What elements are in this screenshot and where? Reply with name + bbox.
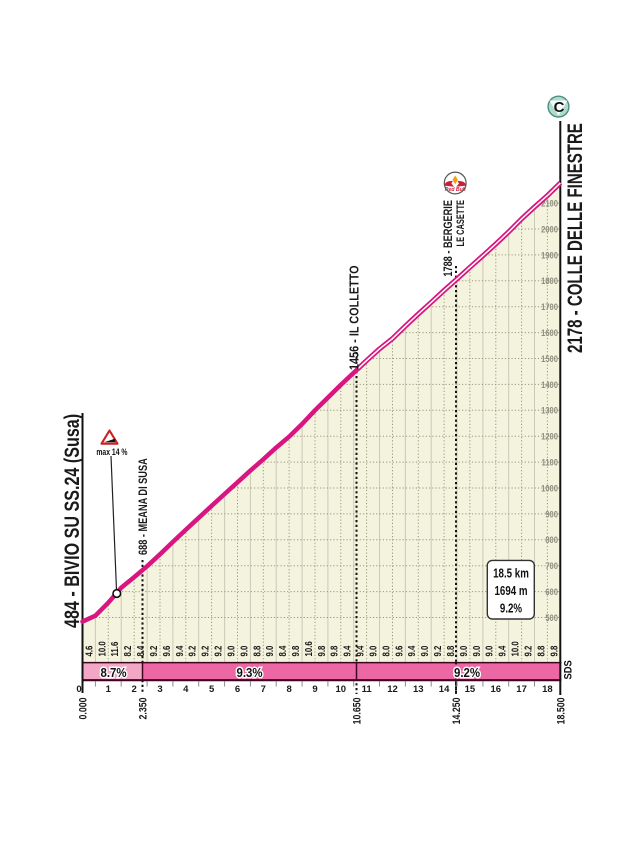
svg-text:9.0: 9.0 (238, 646, 249, 657)
svg-text:8.8: 8.8 (251, 646, 262, 657)
svg-text:1694 m: 1694 m (494, 585, 527, 598)
svg-text:8.2: 8.2 (122, 646, 133, 657)
svg-text:8.8: 8.8 (445, 646, 456, 657)
svg-text:10.0: 10.0 (510, 641, 521, 656)
svg-text:17: 17 (516, 684, 527, 695)
svg-text:9.0: 9.0 (471, 646, 482, 657)
svg-text:9.8: 9.8 (316, 646, 327, 657)
svg-text:500: 500 (545, 612, 558, 623)
svg-text:9.0: 9.0 (419, 646, 430, 657)
svg-text:4: 4 (183, 684, 189, 695)
svg-text:9.0: 9.0 (226, 646, 237, 657)
svg-text:9.4: 9.4 (342, 646, 353, 657)
svg-text:12: 12 (387, 684, 398, 695)
svg-text:9.2%: 9.2% (454, 665, 480, 680)
svg-text:8: 8 (286, 684, 291, 695)
svg-text:max 14 %: max 14 % (96, 447, 128, 457)
svg-text:14.250: 14.250 (451, 697, 463, 724)
svg-text:9.0: 9.0 (264, 646, 275, 657)
svg-text:10.6: 10.6 (303, 641, 314, 656)
svg-text:11.6: 11.6 (109, 642, 120, 657)
svg-text:3: 3 (157, 684, 162, 695)
svg-text:18: 18 (542, 684, 553, 695)
svg-text:11: 11 (362, 684, 373, 695)
svg-text:9.2%: 9.2% (500, 602, 522, 615)
svg-text:1900: 1900 (541, 249, 558, 260)
svg-text:18.500: 18.500 (555, 697, 567, 724)
svg-text:688 - MEANA DI SUSA: 688 - MEANA DI SUSA (138, 458, 150, 555)
svg-text:900: 900 (545, 508, 558, 519)
svg-text:C: C (554, 99, 565, 116)
svg-text:1788 - BERGERIE: 1788 - BERGERIE (443, 200, 455, 277)
svg-text:9.2: 9.2 (523, 646, 534, 657)
svg-text:1800: 1800 (541, 275, 558, 286)
svg-text:484 - BIVIO SU SS.24 (Susa): 484 - BIVIO SU SS.24 (Susa) (61, 414, 85, 628)
svg-text:18.5 km: 18.5 km (493, 567, 529, 580)
svg-text:9.6: 9.6 (161, 646, 172, 657)
svg-text:9.8: 9.8 (329, 646, 340, 657)
svg-text:1600: 1600 (541, 327, 558, 338)
svg-text:800: 800 (545, 534, 558, 545)
svg-text:9.4: 9.4 (406, 646, 417, 657)
svg-text:700: 700 (545, 560, 558, 571)
svg-text:15: 15 (465, 684, 476, 695)
svg-text:SDS: SDS (563, 660, 575, 679)
svg-text:4.6: 4.6 (84, 646, 95, 657)
svg-text:5: 5 (209, 684, 215, 695)
svg-text:2178 - COLLE DELLE FINESTRE: 2178 - COLLE DELLE FINESTRE (562, 123, 586, 353)
svg-text:9: 9 (312, 684, 317, 695)
svg-text:10: 10 (336, 684, 347, 695)
svg-text:8.4: 8.4 (135, 646, 146, 657)
svg-text:1: 1 (106, 684, 112, 695)
svg-text:2.350: 2.350 (138, 697, 150, 719)
svg-text:1400: 1400 (541, 379, 558, 390)
svg-text:9.0: 9.0 (484, 646, 495, 657)
svg-text:1456 - IL COLLETTO: 1456 - IL COLLETTO (348, 265, 362, 370)
svg-text:9.4: 9.4 (174, 646, 185, 657)
svg-text:1500: 1500 (541, 353, 558, 364)
svg-text:9.2: 9.2 (187, 646, 198, 657)
svg-text:8.8: 8.8 (536, 646, 547, 657)
svg-text:9.3%: 9.3% (236, 665, 262, 680)
svg-text:0.000: 0.000 (78, 697, 90, 719)
svg-text:1300: 1300 (541, 405, 558, 416)
svg-text:8.4: 8.4 (277, 646, 288, 657)
svg-text:9.2: 9.2 (432, 646, 443, 657)
svg-text:Red Bull: Red Bull (445, 187, 466, 193)
svg-text:10.650: 10.650 (352, 697, 364, 724)
svg-text:8.0: 8.0 (381, 646, 392, 657)
svg-text:0: 0 (76, 684, 81, 695)
svg-text:9.2: 9.2 (148, 646, 159, 657)
svg-text:2100: 2100 (541, 198, 558, 209)
svg-text:2: 2 (132, 684, 137, 695)
svg-text:10.0: 10.0 (96, 641, 107, 656)
svg-text:9.0: 9.0 (368, 646, 379, 657)
svg-text:9.2: 9.2 (200, 646, 211, 657)
svg-text:9.8: 9.8 (548, 646, 559, 657)
svg-text:16: 16 (491, 684, 502, 695)
svg-text:14: 14 (439, 684, 450, 695)
svg-text:9.6: 9.6 (393, 646, 404, 657)
svg-text:7: 7 (261, 684, 266, 695)
svg-text:1000: 1000 (541, 483, 558, 494)
svg-text:600: 600 (545, 586, 558, 597)
svg-text:8.7%: 8.7% (100, 665, 126, 680)
svg-text:6: 6 (235, 684, 240, 695)
svg-text:9.8: 9.8 (290, 646, 301, 657)
svg-text:9.0: 9.0 (458, 646, 469, 657)
svg-text:9.4: 9.4 (497, 646, 508, 657)
svg-text:2000: 2000 (541, 224, 558, 235)
svg-text:LE CASETTE: LE CASETTE (455, 200, 468, 247)
svg-text:1100: 1100 (542, 457, 559, 468)
svg-text:13: 13 (413, 684, 424, 695)
svg-text:1700: 1700 (541, 301, 558, 312)
svg-text:1200: 1200 (541, 431, 558, 442)
svg-text:9.4: 9.4 (355, 646, 366, 657)
svg-text:9.2: 9.2 (213, 646, 224, 657)
